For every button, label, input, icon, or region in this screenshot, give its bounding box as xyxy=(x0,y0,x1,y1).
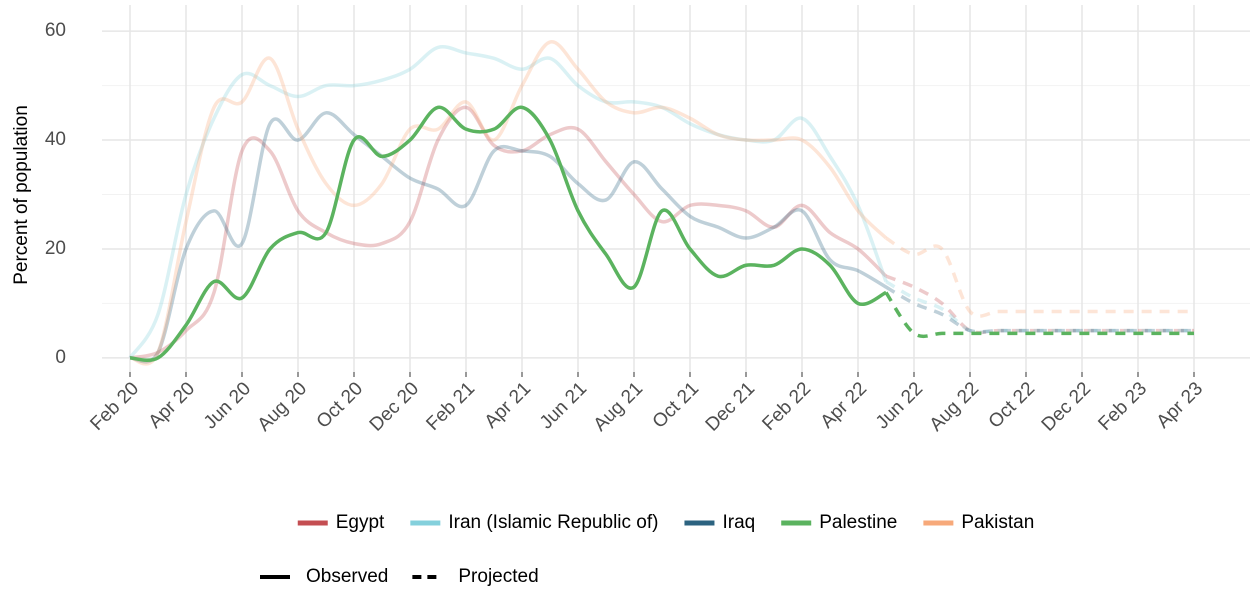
x-tick-label: Apr 22 xyxy=(817,378,871,432)
x-tick-label: Aug 20 xyxy=(254,378,311,435)
x-tick-label: Apr 21 xyxy=(481,378,535,432)
legend-label: Iraq xyxy=(722,512,755,533)
projected-line xyxy=(884,291,1194,339)
observed-line xyxy=(129,111,887,364)
x-tick-label: Dec 22 xyxy=(1038,378,1095,435)
y-tick-label: 40 xyxy=(45,129,66,150)
observed-line xyxy=(129,105,887,362)
x-tick-label: Feb 21 xyxy=(422,378,479,435)
x-tick-label: Feb 23 xyxy=(1094,378,1151,435)
legend: Egypt Iran (Islamic Republic of) Iraq Pales… xyxy=(297,512,1034,533)
x-tick-label: Oct 21 xyxy=(649,378,703,432)
x-tick-label: Apr 23 xyxy=(1153,378,1207,432)
projected-line xyxy=(885,236,1194,318)
legend-label: Iran (Islamic Republic of) xyxy=(448,512,658,533)
x-tick-label: Feb 22 xyxy=(758,378,815,435)
x-tick-label: Jun 22 xyxy=(872,378,927,433)
x-tick-label: Jun 21 xyxy=(536,378,591,433)
x-tick-label: Oct 20 xyxy=(313,378,367,432)
x-tick-label: Aug 21 xyxy=(590,378,647,435)
legend-label: Palestine xyxy=(819,512,897,533)
y-tick-label: 0 xyxy=(55,347,66,368)
x-tick-label: Dec 20 xyxy=(366,378,423,435)
linetype-legend: Observed Projected xyxy=(260,566,539,587)
projected-line xyxy=(885,280,1195,334)
x-tick-label: Dec 21 xyxy=(702,378,759,435)
x-tick-label: Oct 22 xyxy=(985,378,1039,432)
legend-label: Projected xyxy=(458,566,538,587)
legend-label: Pakistan xyxy=(961,512,1034,533)
x-tick-label: Apr 20 xyxy=(145,378,199,432)
y-tick-label: 20 xyxy=(45,238,66,259)
observed-line xyxy=(128,45,888,359)
x-tick-label: Aug 22 xyxy=(926,378,983,435)
legend-label: Observed xyxy=(306,566,388,587)
x-tick-label: Jun 20 xyxy=(200,378,255,433)
observed-line xyxy=(129,40,888,366)
y-tick-label: 60 xyxy=(45,20,66,41)
y-axis-label: Percent of population xyxy=(11,105,32,285)
legend-label: Egypt xyxy=(336,512,385,533)
projected-line xyxy=(885,285,1195,334)
x-tick-label: Feb 20 xyxy=(86,378,143,435)
projected-line xyxy=(885,274,1195,335)
observed-line xyxy=(129,105,888,360)
